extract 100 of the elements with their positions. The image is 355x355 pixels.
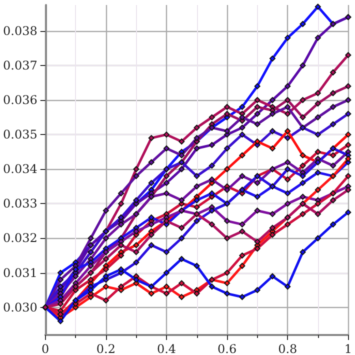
point: [224, 110, 230, 117]
point: [300, 62, 306, 68]
point: [224, 218, 230, 224]
point: [178, 280, 185, 286]
point: [133, 249, 140, 256]
point: [330, 162, 336, 169]
point: [284, 104, 291, 110]
point: [194, 124, 200, 131]
point: [345, 186, 352, 193]
point: [163, 249, 170, 256]
point: [345, 83, 352, 90]
point: [314, 90, 321, 96]
point: [194, 145, 200, 152]
point: [314, 186, 321, 193]
point: [284, 200, 291, 207]
point: [194, 262, 200, 269]
y-tick-label: 0.033: [2, 196, 38, 211]
point: [345, 97, 352, 104]
point: [330, 152, 336, 158]
x-tick-label: 1: [344, 342, 352, 355]
point: [284, 284, 291, 290]
point: [194, 173, 200, 180]
point: [330, 221, 336, 228]
point: [194, 135, 200, 142]
point: [178, 256, 185, 262]
point: [57, 284, 64, 290]
y-tick-label: 0.038: [2, 24, 38, 38]
point: [239, 152, 246, 158]
point: [148, 180, 154, 186]
point: [314, 100, 321, 106]
point: [102, 266, 109, 272]
point: [314, 132, 321, 138]
point: [239, 228, 246, 234]
point: [208, 221, 215, 228]
point: [345, 209, 352, 216]
point: [224, 270, 230, 276]
y-tick-label: 0.035: [2, 128, 38, 142]
point: [224, 186, 230, 193]
point: [254, 246, 260, 252]
point: [314, 4, 321, 10]
point: [88, 276, 94, 283]
x-tick-label: 0: [42, 342, 50, 355]
y-tick-label: 0.034: [2, 162, 38, 176]
point: [269, 224, 276, 231]
point: [194, 183, 200, 190]
point: [269, 145, 276, 152]
point: [284, 110, 291, 117]
point: [284, 190, 291, 196]
point: [133, 276, 140, 283]
point: [239, 173, 246, 180]
point: [148, 232, 154, 238]
point: [269, 97, 276, 104]
point: [300, 180, 306, 186]
point: [194, 204, 200, 210]
point: [269, 110, 276, 117]
point: [88, 262, 94, 269]
point: [57, 300, 64, 307]
point: [133, 197, 140, 204]
point: [345, 142, 352, 148]
point: [178, 197, 185, 204]
point: [300, 249, 306, 256]
point: [300, 97, 306, 104]
point: [239, 124, 246, 131]
point: [163, 284, 170, 290]
point: [254, 104, 260, 110]
point: [148, 135, 154, 142]
point: [345, 110, 352, 117]
point: [284, 135, 291, 142]
point: [118, 284, 124, 290]
point: [239, 114, 246, 120]
point: [88, 287, 94, 294]
point: [102, 284, 109, 290]
point: [269, 56, 276, 62]
point: [239, 294, 246, 300]
point: [163, 173, 170, 180]
point: [208, 190, 215, 196]
point: [118, 190, 124, 196]
point: [178, 166, 185, 172]
point: [300, 173, 306, 180]
point: [133, 259, 140, 266]
point: [208, 114, 215, 120]
y-tick-label: 0.032: [2, 231, 38, 246]
point: [102, 273, 109, 280]
point: [254, 238, 260, 245]
point: [239, 221, 246, 228]
point: [148, 214, 154, 221]
x-tick-label: 0.8: [278, 342, 298, 355]
point: [224, 290, 230, 297]
point: [314, 114, 321, 120]
point: [314, 200, 321, 207]
point: [254, 121, 260, 128]
point: [133, 166, 140, 172]
y-tick-label: 0.037: [2, 58, 38, 72]
point: [239, 132, 246, 138]
point: [239, 262, 246, 269]
point: [148, 242, 154, 248]
point: [284, 221, 291, 228]
point: [284, 128, 291, 134]
point: [269, 232, 276, 238]
point: [88, 235, 94, 242]
